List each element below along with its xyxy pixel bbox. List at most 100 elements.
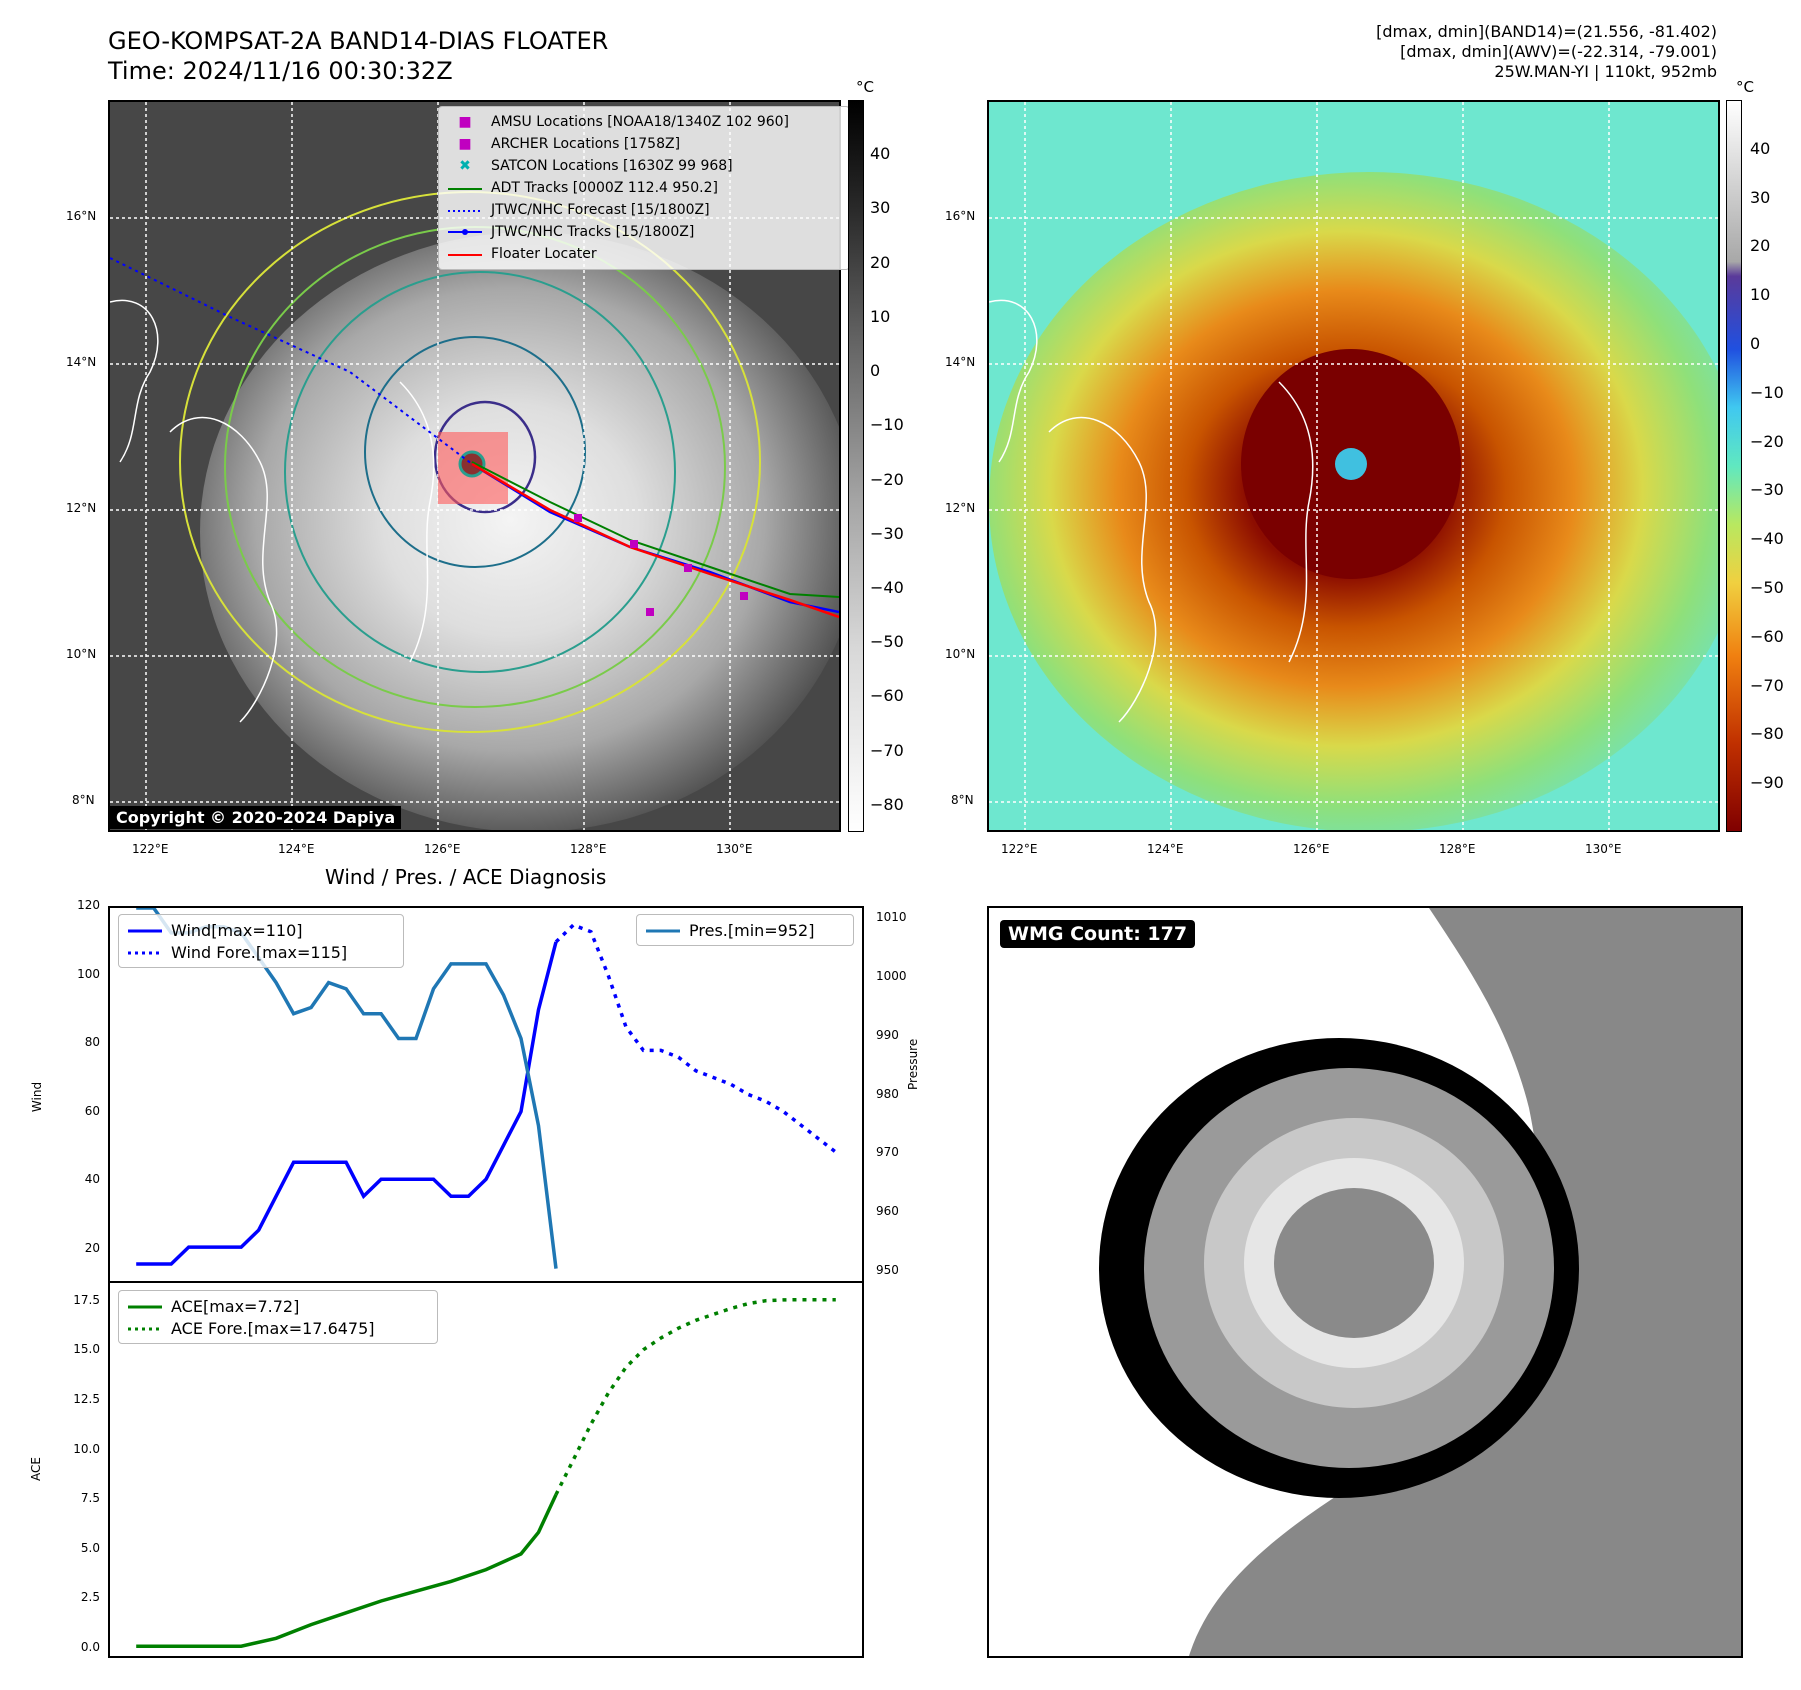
storm-info: [dmax, dmin](BAND14)=(21.556, -81.402) [… — [1376, 22, 1717, 82]
contour-core — [364, 336, 586, 568]
ace-tick: 10.0 — [73, 1441, 100, 1456]
band14-cbar-tick: −30 — [870, 523, 904, 543]
wind-legend: Wind[max=110] Wind Fore.[max=115] — [118, 914, 404, 968]
ace-panel — [108, 1281, 864, 1658]
wind-line-icon — [127, 922, 163, 938]
ace-tick: 0.0 — [80, 1640, 100, 1655]
diagnosis-title: Wind / Pres. / ACE Diagnosis — [325, 865, 607, 889]
ace-tick: 17.5 — [73, 1292, 100, 1307]
ace-tick: 7.5 — [80, 1491, 100, 1506]
legend-floater: Floater Locater — [447, 243, 841, 265]
ace-tick: 12.5 — [73, 1392, 100, 1407]
series-line-wind-fore- — [554, 922, 837, 1154]
awv-cbar-tick: −70 — [1750, 675, 1784, 695]
awv-cbar-tick: 40 — [1750, 138, 1771, 158]
band14-cbar-tick: 30 — [870, 198, 891, 218]
wmg-image — [989, 908, 1741, 1656]
legend-amsu: ■ AMSU Locations [NOAA18/1340Z 102 960] — [447, 111, 841, 133]
wind-tick: 40 — [84, 1172, 100, 1187]
floater-line-icon — [447, 246, 483, 262]
wind-tick: 120 — [77, 898, 100, 912]
awv-coastline-1 — [1048, 416, 1157, 723]
band14-cbar-tick: 0 — [870, 361, 881, 381]
ace-ylabel: ACE — [28, 1457, 43, 1481]
wind-tick: 60 — [84, 1103, 100, 1118]
track-legend: ■ AMSU Locations [NOAA18/1340Z 102 960] ■… — [438, 106, 850, 270]
lon-122: 122°E — [132, 842, 169, 856]
ace-legend: ACE[max=7.72] ACE Fore.[max=17.6475] — [118, 1290, 438, 1344]
awv-lat-8: 8°N — [951, 793, 974, 807]
band14-cbar-tick: 20 — [870, 252, 891, 272]
figure-title: GEO-KOMPSAT-2A BAND14-DIAS FLOATER Time: … — [108, 26, 608, 86]
cbar-right-unit: °C — [1736, 78, 1754, 96]
cloud-shield — [200, 232, 839, 830]
awv-coastline-2 — [1278, 381, 1314, 663]
storm-id: 25W.MAN-YI | 110kt, 952mb — [1494, 62, 1717, 81]
wind-ylabel: Wind — [30, 1081, 45, 1113]
band14-cbar-tick: 40 — [870, 144, 891, 164]
legend-jtwc-tracks: JTWC/NHC Tracks [15/1800Z] — [447, 221, 841, 243]
track-line-icon — [447, 224, 483, 240]
pressure-tick: 980 — [876, 1086, 899, 1101]
lat-14: 14°N — [66, 355, 97, 369]
awv-cbar-tick: −50 — [1750, 578, 1784, 597]
series-line-ace-fore- — [554, 1297, 836, 1496]
awv-lat-10: 10°N — [945, 647, 976, 661]
cbar-left-unit: °C — [856, 78, 874, 96]
awv-cbar-tick: −20 — [1750, 431, 1784, 451]
amsu-marker-icon: ■ — [458, 114, 472, 130]
wmg-gray-region — [1189, 908, 1741, 1656]
pressure-tick: 1000 — [876, 968, 907, 983]
awv-lon-122: 122°E — [1001, 842, 1038, 856]
lon-130: 130°E — [716, 842, 753, 856]
band14-cbar-tick: −60 — [870, 686, 904, 706]
awv-cbar-tick: −10 — [1750, 382, 1784, 402]
coastline-1 — [169, 416, 278, 723]
lat-12: 12°N — [66, 501, 97, 515]
adt-line-icon — [447, 180, 483, 196]
pres-line-icon — [645, 922, 681, 938]
contour-inner — [284, 271, 676, 673]
band14-cbar-tick: −70 — [870, 740, 904, 760]
awv-range: [dmax, dmin](AWV)=(-22.314, -79.001) — [1400, 42, 1717, 61]
ace-tick: 5.0 — [80, 1540, 100, 1555]
lon-128: 128°E — [570, 842, 607, 856]
awv-lat-16: 16°N — [945, 209, 976, 223]
awv-lat-14: 14°N — [945, 355, 976, 369]
wind-tick: 20 — [84, 1240, 100, 1255]
satcon-marker-icon: ✖ — [459, 158, 471, 174]
copyright-label: Copyright © 2020-2024 Dapiya — [110, 806, 402, 829]
awv-cbar-tick: −80 — [1750, 724, 1784, 744]
coastline-2 — [399, 381, 435, 663]
series-line-wind — [136, 941, 558, 1266]
pressure-tick: 970 — [876, 1145, 899, 1160]
archer-marker-icon: ■ — [458, 136, 472, 152]
awv-map-svg — [989, 102, 1718, 830]
ace-tick: 2.5 — [80, 1590, 100, 1605]
band14-cbar-tick: −10 — [870, 415, 904, 435]
floater-locater-line — [471, 462, 839, 619]
title-time: Time: 2024/11/16 00:30:32Z — [108, 57, 453, 85]
lat-16: 16°N — [66, 209, 97, 223]
legend-pres: Pres.[min=952] — [645, 919, 845, 941]
wind-tick: 80 — [84, 1035, 100, 1050]
legend-wind-fore: Wind Fore.[max=115] — [127, 941, 395, 963]
awv-graticule — [989, 102, 1718, 830]
legend-jtwc-forecast: JTWC/NHC Forecast [15/1800Z] — [447, 199, 841, 221]
band14-cbar-tick: −20 — [870, 469, 904, 489]
forecast-line-icon — [447, 202, 483, 218]
wind-tick: 100 — [77, 966, 100, 981]
adt-track — [471, 461, 839, 598]
wmg-count-label: WMG Count: 177 — [1000, 920, 1196, 948]
wmg-panel — [987, 906, 1743, 1658]
pressure-tick: 1010 — [876, 909, 907, 924]
legend-adt: ADT Tracks [0000Z 112.4 950.2] — [447, 177, 841, 199]
lat-10: 10°N — [66, 647, 97, 661]
lon-126: 126°E — [424, 842, 461, 856]
series-line-ace — [136, 1493, 558, 1648]
legend-wind: Wind[max=110] — [127, 919, 395, 941]
awv-lon-130: 130°E — [1585, 842, 1622, 856]
band14-range: [dmax, dmin](BAND14)=(21.556, -81.402) — [1376, 22, 1717, 41]
band14-cbar-tick: −50 — [870, 632, 904, 652]
legend-satcon: ✖ SATCON Locations [1630Z 99 968] — [447, 155, 841, 177]
